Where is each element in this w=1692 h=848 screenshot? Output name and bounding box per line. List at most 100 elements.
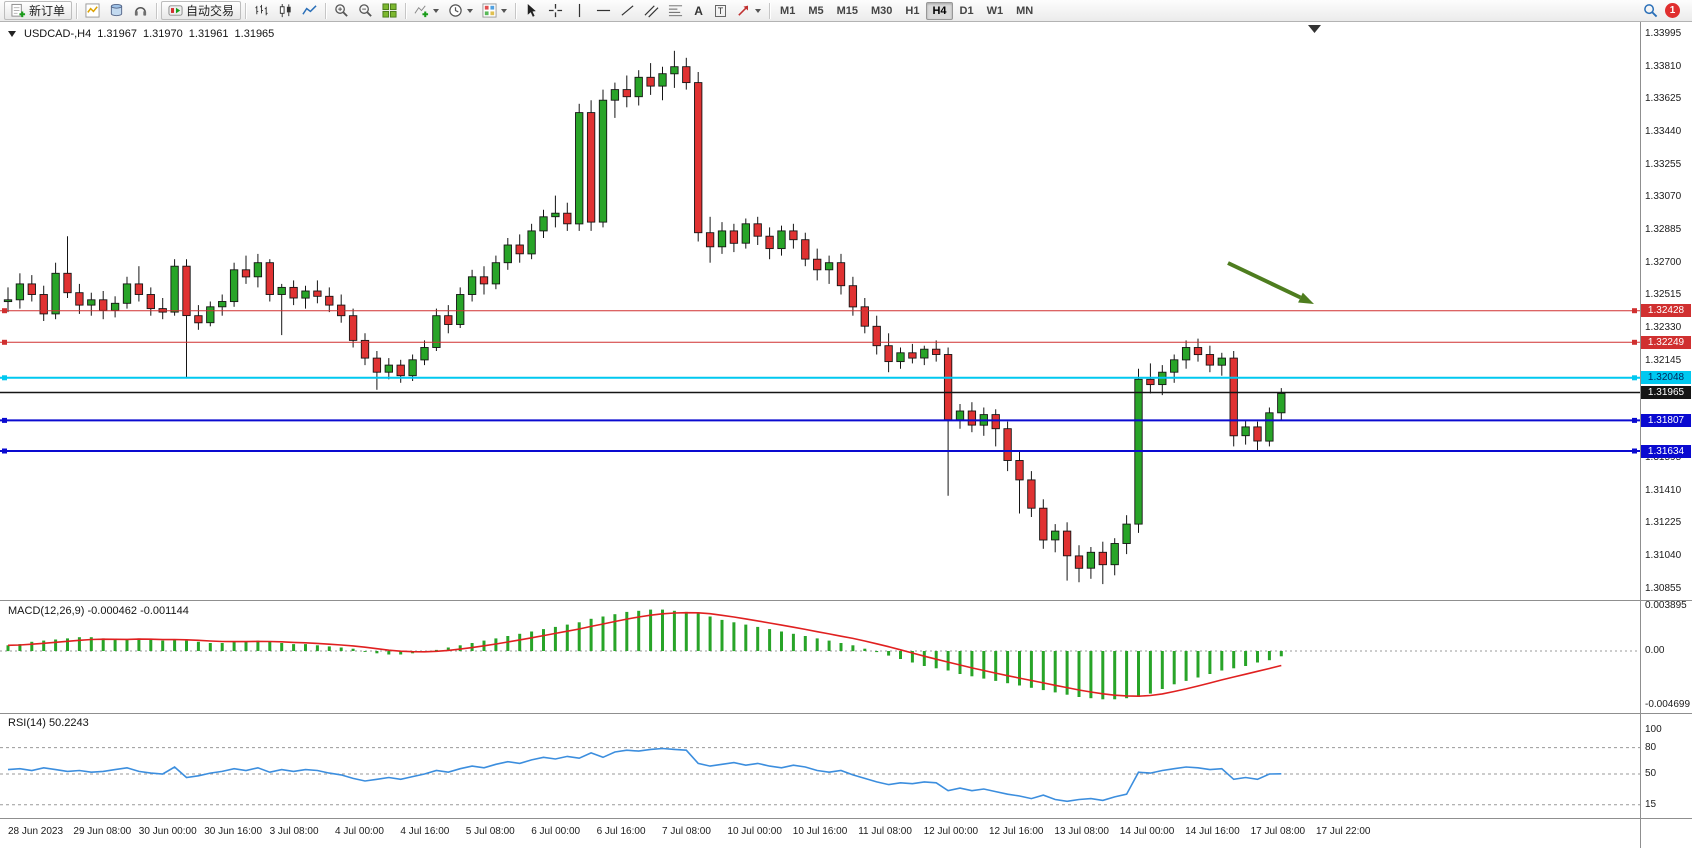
macd-canvas[interactable] xyxy=(0,601,1640,713)
arrows-tool-button[interactable] xyxy=(732,1,765,20)
candle-body xyxy=(1062,530,1072,557)
line-handle[interactable] xyxy=(2,448,7,454)
macd-bar xyxy=(780,631,783,651)
macd-bar xyxy=(18,644,22,651)
channel-tool-button[interactable] xyxy=(640,1,663,20)
one-click-trading-toggle[interactable] xyxy=(8,31,16,37)
macd-bar xyxy=(137,638,141,651)
rsi-line xyxy=(7,747,1282,803)
timeframe-mn[interactable]: MN xyxy=(1016,4,1034,17)
sounds-button[interactable] xyxy=(129,1,152,20)
macd-axis-label: -0.004699 xyxy=(1645,699,1691,710)
trendline-tool-button[interactable] xyxy=(616,1,639,20)
candle-body xyxy=(51,272,60,315)
market-depth-button[interactable] xyxy=(105,1,128,20)
macd-bar xyxy=(815,638,819,651)
macd-bar xyxy=(1077,651,1081,697)
macd-bar xyxy=(994,651,998,681)
macd-bar xyxy=(1160,651,1164,689)
timeframe-m15[interactable]: M15 xyxy=(836,4,858,17)
macd-bar xyxy=(1101,651,1105,700)
timeframe-m30[interactable]: M30 xyxy=(871,4,893,17)
macd-bar xyxy=(30,641,34,651)
candlestick-mode-button[interactable] xyxy=(274,1,297,20)
candle-body xyxy=(777,230,786,250)
horizontal-line-tool-button[interactable] xyxy=(592,1,615,20)
candle-body xyxy=(551,212,560,218)
line-handle[interactable] xyxy=(2,417,7,423)
text-label-icon: T xyxy=(714,4,727,17)
line-handle[interactable] xyxy=(1632,417,1637,423)
line-handle[interactable] xyxy=(1632,375,1637,381)
time-axis-label: 4 Jul 16:00 xyxy=(400,826,450,837)
macd-bar xyxy=(149,639,153,651)
candle-body xyxy=(1098,551,1107,566)
chart-shift-marker[interactable] xyxy=(1308,25,1321,33)
candle-body xyxy=(1181,347,1191,361)
vertical-line-tool-button[interactable] xyxy=(568,1,591,20)
timeframe-h1[interactable]: H1 xyxy=(905,4,920,17)
timeframes-menu-button[interactable] xyxy=(444,1,477,20)
candle-body xyxy=(146,294,155,310)
cursor-tool-button[interactable] xyxy=(520,1,543,20)
panel-separator[interactable] xyxy=(0,713,1692,714)
candle-body xyxy=(218,301,227,308)
line-chart-mode-button[interactable] xyxy=(298,1,321,20)
timeframe-h4[interactable]: H4 xyxy=(926,1,953,20)
macd-bar xyxy=(744,624,748,651)
line-handle[interactable] xyxy=(1632,308,1637,314)
macd-bar xyxy=(351,648,355,651)
time-axis-label: 5 Jul 08:00 xyxy=(465,826,515,837)
panel-separator[interactable] xyxy=(0,600,1692,601)
candle-body xyxy=(432,315,441,348)
candle-body xyxy=(1027,479,1036,509)
cursor-icon xyxy=(527,3,536,17)
candle-body xyxy=(467,276,477,295)
autotrading-button[interactable]: 自动交易 xyxy=(161,1,242,20)
candlestick-icon xyxy=(279,3,291,18)
text-tool-icon: A xyxy=(694,3,703,18)
bar-chart-mode-button[interactable] xyxy=(250,1,273,20)
notification-badge[interactable]: 1 xyxy=(1665,3,1680,18)
candle-body xyxy=(955,410,965,421)
candle-body xyxy=(1074,555,1084,569)
line-handle[interactable] xyxy=(1632,448,1637,454)
panel-separator[interactable] xyxy=(0,818,1692,819)
fibonacci-tool-button[interactable] xyxy=(664,1,687,20)
time-axis-label: 17 Jul 08:00 xyxy=(1250,826,1306,837)
indicators-button[interactable] xyxy=(410,1,443,20)
macd-bar xyxy=(1065,651,1069,695)
toolbar-separator xyxy=(405,2,407,19)
tile-windows-button[interactable] xyxy=(378,1,401,20)
timeframe-m5[interactable]: M5 xyxy=(808,4,824,17)
price-chart-canvas[interactable] xyxy=(0,22,1640,600)
candle-body xyxy=(682,66,691,84)
price-axis-label: 1.32330 xyxy=(1645,322,1682,333)
new-order-button[interactable]: 新订单 xyxy=(4,1,73,20)
trend-arrow-head[interactable] xyxy=(1298,292,1314,304)
crosshair-tool-button[interactable] xyxy=(544,1,567,20)
price-tag-1.32048: 1.32048 xyxy=(1641,371,1691,385)
templates-button[interactable] xyxy=(478,1,511,20)
macd-bar xyxy=(922,651,926,666)
timeframe-d1[interactable]: D1 xyxy=(959,4,974,17)
text-tool-button[interactable]: A xyxy=(688,1,709,20)
line-handle[interactable] xyxy=(2,339,7,345)
toolbar-separator xyxy=(245,2,247,19)
rsi-axis-label: 100 xyxy=(1645,724,1662,735)
search-button[interactable] xyxy=(1643,3,1658,18)
text-label-tool-button[interactable]: T xyxy=(710,1,731,20)
market-watch-button[interactable] xyxy=(81,1,104,20)
zoom-in-button[interactable] xyxy=(330,1,353,20)
candle-body xyxy=(1205,354,1215,366)
zoom-out-button[interactable] xyxy=(354,1,377,20)
line-handle[interactable] xyxy=(2,308,7,314)
candle-body xyxy=(920,348,929,359)
timeframe-m1[interactable]: M1 xyxy=(780,4,796,17)
line-handle[interactable] xyxy=(2,375,7,381)
trend-arrow-shaft[interactable] xyxy=(1227,261,1302,300)
rsi-canvas[interactable] xyxy=(0,714,1640,818)
timeframe-w1[interactable]: W1 xyxy=(986,4,1004,17)
line-handle[interactable] xyxy=(1632,339,1637,345)
macd-bar xyxy=(875,651,879,653)
